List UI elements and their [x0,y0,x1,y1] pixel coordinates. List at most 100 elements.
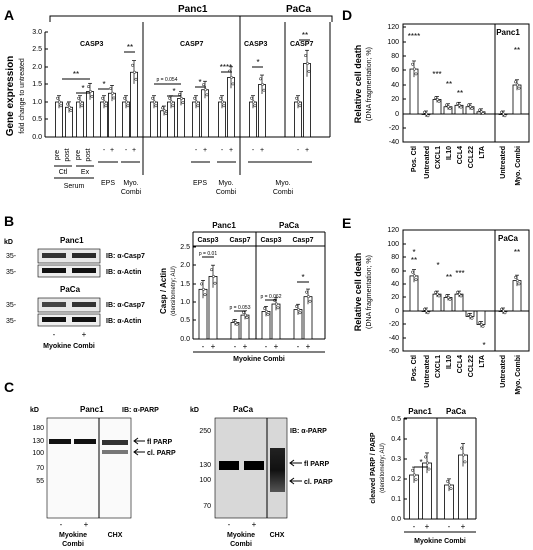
mw-b: 35- 35- 35- 35- [6,253,17,325]
band [72,317,96,322]
e-frame [402,229,530,352]
blot-casp7-paca [37,297,101,313]
xl-p6: + [305,147,309,154]
mw-c2-d: 70 [203,503,211,510]
d-datapoint [469,105,472,109]
y-axis-title-e: Relative cell death [353,253,363,332]
b-datapoint [305,290,308,294]
svg-text:1.0: 1.0 [180,299,190,306]
mw-c2: 250 130 100 70 [199,428,211,510]
subtitle-casp7: CASP7 [180,41,203,48]
sig-b-4: * [301,273,304,282]
mw-b-d: 35- [6,318,17,325]
band [42,253,66,258]
y-axis-subtitle-c: (densitometry; AU) [380,443,386,493]
b-datapoint [308,299,312,303]
svg-text:0.0: 0.0 [32,134,42,141]
y-axis-subtitle-e: (DNA fragmentation; %) [366,255,373,329]
group-label-c-panc1: Panc1 [408,407,432,416]
xl-e-cxcl1: CXCL1 [435,355,442,378]
xl-d-ccl4: CCL4 [457,146,464,164]
a-datapoint [101,96,104,100]
a-datapoint [195,100,198,104]
subtitle-casp3: CASP3 [80,41,103,48]
a-datapoint [221,100,224,104]
d-datapoint [470,107,474,111]
b-datapoint [266,312,270,316]
sig-d-cxcl1: *** [432,70,441,79]
e-datapoint [425,309,428,313]
svg-text:-20: -20 [389,321,399,328]
xt-c-m1: - [413,522,416,531]
b-sub: Casp3 Casp7 Casp3 Casp7 [197,237,313,244]
bars-b [198,264,313,340]
b-sub-c7a: Casp7 [229,237,250,244]
c-datapoint [426,461,429,465]
d-datapoint [436,98,439,101]
xl-e-posctl: Pos. Ctl [411,355,418,381]
e-datapoint [459,294,463,298]
svg-text:-40: -40 [389,139,399,146]
e-datapoint [470,316,474,320]
xl-eps2: EPS [193,180,207,187]
b-datapoint [242,311,245,314]
b-sub-c3b: Casp3 [260,237,281,244]
d-datapoint [437,99,441,103]
x-axis-title-b: Myokine Combi [233,356,285,363]
arrow-label-cl-c1: cl. PARP [147,450,176,457]
svg-text:40: 40 [391,281,399,288]
a-datapoint [298,104,302,108]
xl-m2: - [125,147,128,154]
b-datapoint [234,320,237,324]
xl-m4: - [221,147,224,154]
mw-b-c: 35- [6,302,17,309]
xl-d-ccl22: CCL22 [468,146,475,168]
sig-a-6: * [172,87,175,96]
svg-text:1.5: 1.5 [32,81,42,88]
e-datapoint [445,294,448,298]
panel-b: B kD Panc1 PaCa 35- 35- 35- 35- IB: α-Ca… [4,213,326,363]
band [42,268,66,273]
lane-plus-c2: + [252,520,257,529]
lane-title-c2-l2: Combi [230,541,252,548]
panel-a: A Panc1 PaCa 0.0 0.5 1.0 1.5 2.0 2.5 3.0… [4,4,333,196]
xl-p3: + [203,147,207,154]
blot-c1 [46,417,132,519]
e-datapoint [423,307,426,311]
b-sub-c3a: Casp3 [197,237,218,244]
b-datapoint [213,281,217,285]
a-datapoint [131,63,134,67]
y-axis-title-d: Relative cell death [353,45,363,124]
xl-serum: Serum [64,183,85,190]
mw-c1-d: 70 [36,465,44,472]
mw-c2-b: 130 [199,462,211,469]
band [42,302,66,307]
group-label-c-paca: PaCa [446,407,467,416]
a-datapoint [90,94,94,98]
d-datapoint [445,103,448,107]
y-axis-subtitle-b: (densitometry; AU) [171,266,177,316]
a-datapoint [230,76,233,79]
xl-post1: post [64,148,71,161]
panel-label-b: B [4,213,14,229]
a-datapoint [253,104,257,108]
xl-d-lta: LTA [479,146,486,159]
d-datapoint [447,105,450,109]
svg-text:80: 80 [391,254,399,261]
sig-e-posctl-a: * [412,248,415,257]
sig-b-1: p = 0.01 [199,251,217,257]
kd-label-b: kD [4,239,13,246]
a-datapoint [168,96,171,100]
d-datapoint [517,86,521,90]
a-datapoint [59,104,63,108]
xt-b-p4: + [306,342,311,351]
xl-myo2: Myo. [218,180,233,187]
xl-eps1: EPS [101,180,115,187]
ib-b-c1: IB: α-Casp7 [106,253,145,260]
mw-c2-a: 250 [199,428,211,435]
x-labels-a: pre post pre post Ctl Ex Serum - + EPS -… [54,147,312,196]
sig-d: **** *** ** ** ** [408,32,520,98]
xl-d-cxcl1: CXCL1 [435,146,442,169]
ib-c2: IB: α-PARP [290,428,327,435]
b-datapoint [295,304,298,308]
